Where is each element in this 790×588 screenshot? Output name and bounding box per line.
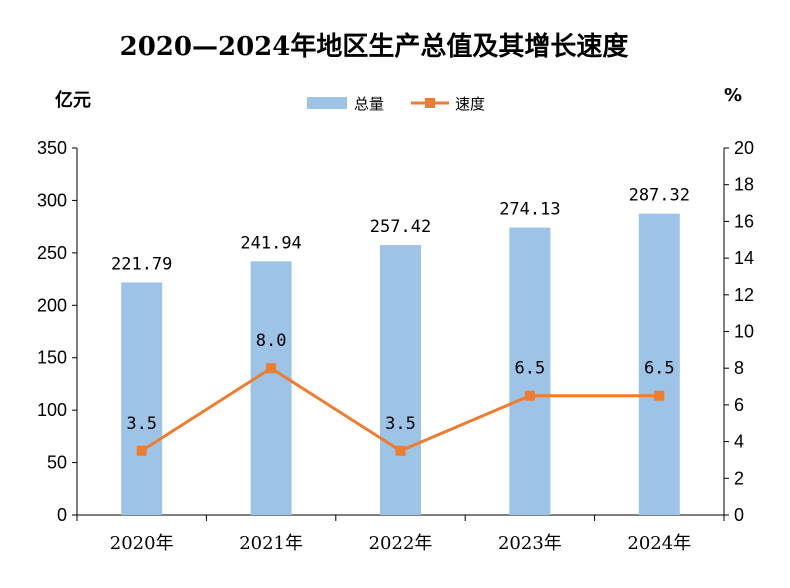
bar-value-label: 221.79 xyxy=(111,254,172,274)
chart-title: 2020—2024年地区生产总值及其增长速度 xyxy=(120,31,629,62)
line-point-marker xyxy=(395,445,406,456)
x-tick-label: 2021年 xyxy=(239,533,303,554)
x-tick-label: 2022年 xyxy=(369,533,433,554)
line-point-marker xyxy=(524,390,535,401)
line-point-marker xyxy=(136,445,147,456)
bar-value-label: 241.94 xyxy=(240,233,301,253)
bar xyxy=(380,245,421,516)
y-tick-right-label: 2 xyxy=(734,468,744,488)
line-point-marker xyxy=(266,363,277,374)
legend-label-bars: 总量 xyxy=(354,95,384,113)
x-tick-label: 2023年 xyxy=(498,533,562,554)
y-tick-right-label: 18 xyxy=(734,175,754,195)
bar xyxy=(509,227,551,515)
bar xyxy=(638,213,680,515)
line-value-label: 8.0 xyxy=(256,331,287,351)
plot-area: 0501001502002503003500246810121416182020… xyxy=(37,138,754,554)
y-tick-left-label: 250 xyxy=(37,243,67,263)
y-tick-left-label: 150 xyxy=(37,348,67,368)
y-tick-left-label: 350 xyxy=(37,138,67,158)
y-axis-left-title: 亿元 xyxy=(55,89,91,111)
x-tick-label: 2020年 xyxy=(110,533,174,554)
bar-value-label: 274.13 xyxy=(499,200,560,220)
y-tick-left-label: 0 xyxy=(57,505,67,525)
y-tick-right-label: 4 xyxy=(734,432,744,452)
y-tick-left-label: 100 xyxy=(37,400,67,420)
line-value-label: 3.5 xyxy=(126,414,157,434)
y-tick-right-label: 6 xyxy=(734,395,744,415)
line-point-marker xyxy=(654,390,665,401)
bar-value-label: 257.42 xyxy=(370,217,431,237)
legend-marker-line xyxy=(425,98,435,108)
line-value-label: 6.5 xyxy=(644,359,675,379)
y-tick-right-label: 0 xyxy=(734,505,744,525)
bar-value-label: 287.32 xyxy=(629,186,690,206)
y-tick-right-label: 14 xyxy=(734,248,754,268)
y-tick-right-label: 16 xyxy=(734,211,754,231)
y-tick-right-label: 12 xyxy=(734,285,754,305)
legend-label-line: 速度 xyxy=(455,95,485,113)
line-value-label: 3.5 xyxy=(385,414,416,434)
legend-swatch-bars xyxy=(307,97,347,109)
y-tick-right-label: 10 xyxy=(734,322,754,342)
y-tick-left-label: 300 xyxy=(37,190,67,210)
bar xyxy=(250,261,292,515)
y-tick-left-label: 200 xyxy=(37,295,67,315)
legend: 总量 速度 xyxy=(307,95,485,113)
y-tick-right-label: 20 xyxy=(734,138,754,158)
x-tick-label: 2024年 xyxy=(627,533,691,554)
y-tick-right-label: 8 xyxy=(734,358,744,378)
y-tick-left-label: 50 xyxy=(47,453,67,473)
line-value-label: 6.5 xyxy=(515,359,546,379)
y-axis-right-title: % xyxy=(724,85,742,106)
bar xyxy=(121,282,163,515)
